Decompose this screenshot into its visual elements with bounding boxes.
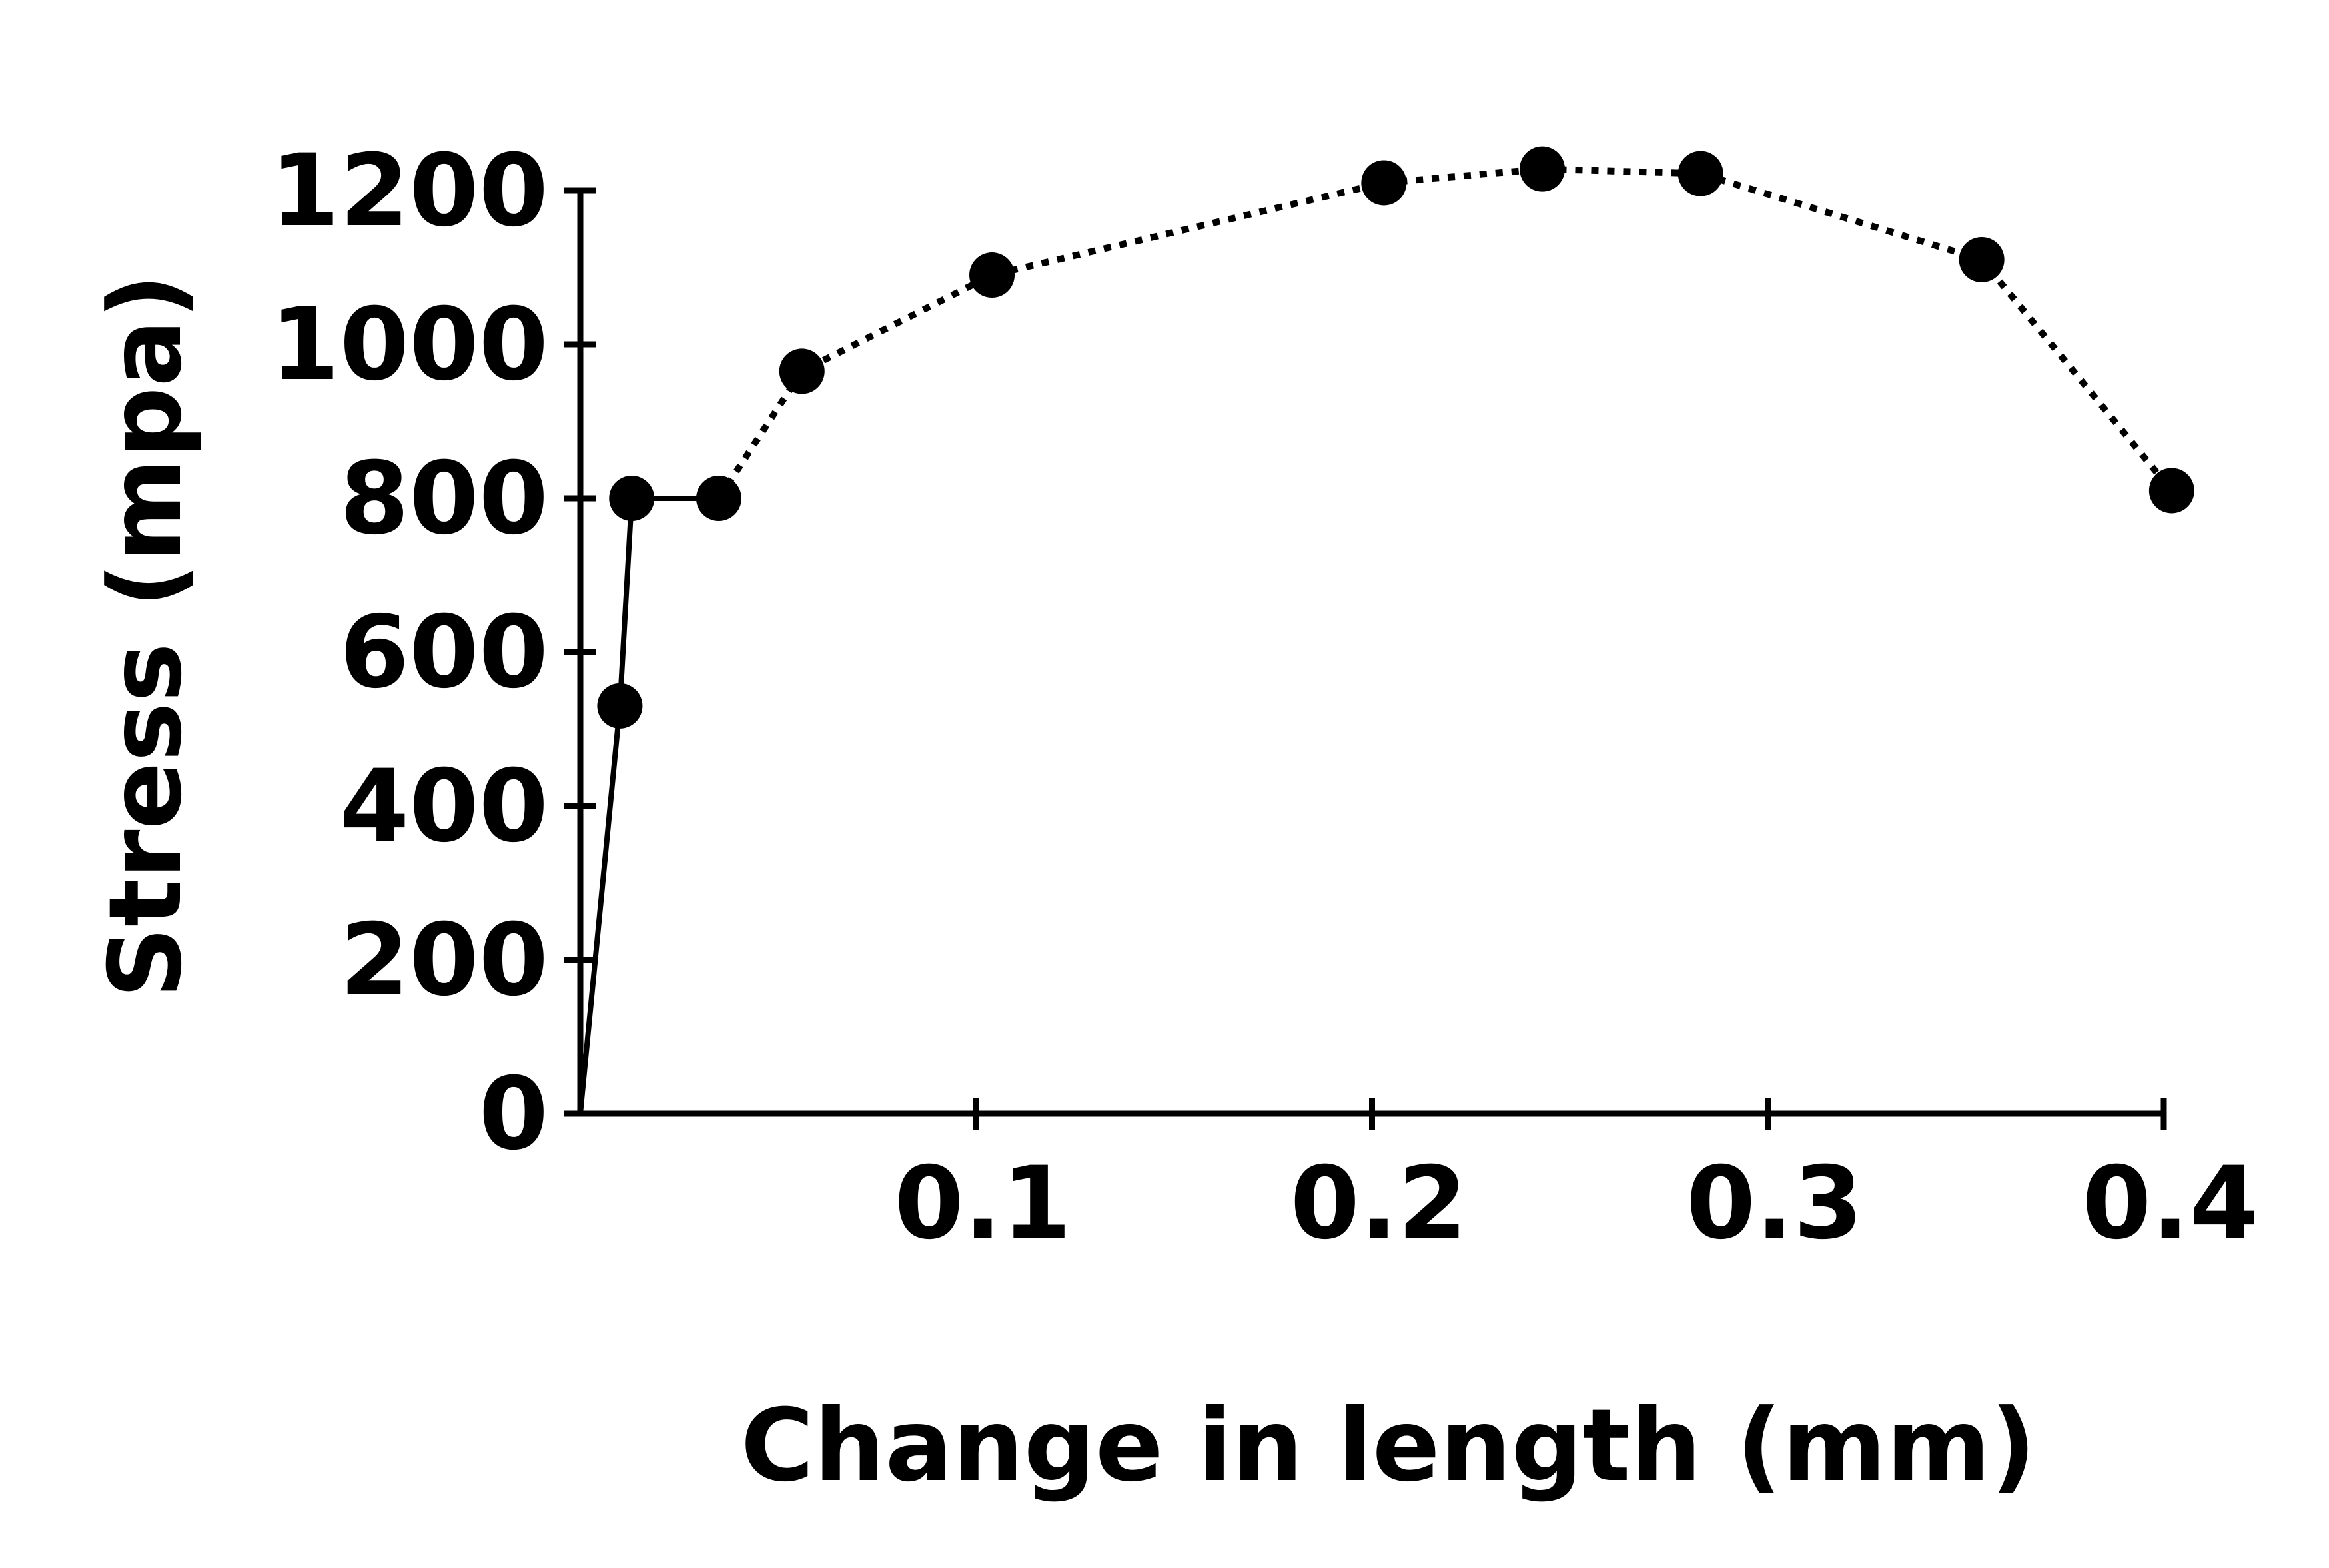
data-point bbox=[2148, 468, 2194, 514]
y-tick-label: 400 bbox=[340, 749, 548, 865]
data-point bbox=[1520, 146, 1566, 192]
x-tick-label: 0.4 bbox=[2082, 1146, 2259, 1262]
series-lines bbox=[578, 165, 2174, 1114]
series-line-solid bbox=[578, 496, 719, 1114]
y-axis-label: Stress (mpa) bbox=[88, 274, 204, 998]
data-point bbox=[969, 252, 1015, 298]
y-axis: 0 200 400 600 800 1000 1200 bbox=[270, 133, 596, 1172]
x-tick-label: 0.1 bbox=[894, 1146, 1071, 1262]
y-tick-label: 200 bbox=[340, 903, 548, 1018]
x-axis: 0.1 0.2 0.3 0.4 bbox=[578, 1098, 2259, 1262]
data-point bbox=[1677, 151, 1723, 196]
x-tick-label: 0.2 bbox=[1290, 1146, 1468, 1262]
data-point bbox=[1959, 236, 2005, 282]
x-axis-label: Change in length (mm) bbox=[741, 1388, 2036, 1504]
data-point bbox=[1361, 160, 1407, 206]
y-tick-label: 800 bbox=[340, 441, 548, 557]
y-tick-label: 1000 bbox=[270, 287, 548, 403]
series-points bbox=[597, 146, 2194, 729]
y-tick-label: 0 bbox=[479, 1056, 548, 1172]
data-point bbox=[696, 476, 741, 521]
data-point bbox=[779, 348, 825, 394]
data-point bbox=[609, 476, 655, 521]
series-line-dotted bbox=[715, 165, 2174, 500]
y-tick-label: 600 bbox=[340, 595, 548, 711]
y-tick-label: 1200 bbox=[270, 133, 548, 249]
data-point bbox=[597, 683, 643, 729]
x-tick-label: 0.3 bbox=[1686, 1146, 1863, 1262]
